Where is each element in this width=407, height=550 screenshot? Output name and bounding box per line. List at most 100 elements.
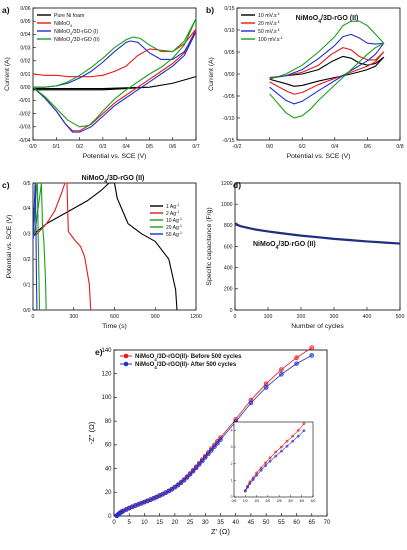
y-tick-label-d: 400 xyxy=(224,265,233,271)
x-tick-label-d: 100 xyxy=(264,314,273,320)
legend-marker-e xyxy=(123,361,129,367)
inset-x-tick-label: 4/0 xyxy=(311,499,316,503)
y-tick-label-e: 60 xyxy=(105,443,112,449)
y-tick-label-a: 0/00 xyxy=(20,85,30,91)
legend-entry-c: 20 Ag-1 xyxy=(166,224,182,231)
data-point-e xyxy=(190,468,196,474)
inset-y-tick-label: 1 xyxy=(231,479,233,483)
y-axis-label-e: -Z" (Ω) xyxy=(87,421,96,444)
series-line-c-0 xyxy=(32,182,178,311)
y-tick-label-c: 0/3 xyxy=(23,232,30,238)
inset-data-point xyxy=(264,461,267,465)
y-tick-label-d: 200 xyxy=(224,287,233,293)
y-tick-label-d: 800 xyxy=(224,223,233,229)
y-tick-label-a: 0/05 xyxy=(20,19,30,25)
data-point-e xyxy=(202,455,208,460)
legend-entry-b: 20 mV.s-1 xyxy=(258,20,280,27)
data-point-e xyxy=(263,385,269,390)
inset-data-point xyxy=(302,422,306,426)
series-line-a-0 xyxy=(33,76,197,91)
y-tick-label-b: 0/10 xyxy=(224,28,234,34)
x-tick-label-e: 50 xyxy=(263,520,270,526)
legend-entry-c: 10 Ag-1 xyxy=(166,217,182,224)
x-tick-label-e: 5 xyxy=(128,520,132,526)
inset-y-tick-label: 0 xyxy=(231,495,233,499)
legend-entry-a: NiMoO4 xyxy=(54,21,72,28)
x-tick-label-d: 500 xyxy=(396,314,405,320)
y-tick-label-b: -0/10 xyxy=(223,116,235,122)
y-tick-label-a: -0/04 xyxy=(19,138,31,144)
panel-c: 0 300 600 900 1200 0/0 0/1 0/2 0/3 0/4 0/5 Time (s)… xyxy=(2,175,202,330)
inset-data-point xyxy=(302,429,306,433)
x-tick-label-a: 0/2 xyxy=(76,144,83,150)
series-line-b-3 xyxy=(269,20,385,119)
y-tick-label-e: 20 xyxy=(105,490,112,496)
inset-data-point xyxy=(248,482,252,486)
y-tick-label-a: 0/03 xyxy=(20,45,30,51)
x-tick-label-b: 0/4 xyxy=(331,144,338,150)
series-line-b-2 xyxy=(269,33,385,105)
inset-data-point xyxy=(255,473,258,477)
x-tick-label-c: 0 xyxy=(32,314,35,320)
x-tick-label-b: 0/2 xyxy=(299,144,306,150)
plot-frame-c xyxy=(32,182,197,311)
panel-label-b: b) xyxy=(206,5,214,15)
data-point-e xyxy=(279,372,284,377)
y-tick-label-a: -0/02 xyxy=(19,111,31,117)
x-tick-label-c: 1200 xyxy=(190,314,202,320)
panel-label-c: c) xyxy=(2,180,10,190)
panel-e: 0 5 10 15 20 25 30 35 40 45 50 55 60 65 70020406080100… xyxy=(87,345,331,536)
data-point-e xyxy=(209,448,214,453)
series-line-b-1 xyxy=(269,47,385,95)
x-tick-label-e: 55 xyxy=(278,520,285,526)
y-tick-label-c: 0/2 xyxy=(23,257,30,263)
legend-entry-a: NiMoO4/3D-rGO (II) xyxy=(54,37,100,44)
inset-data-point xyxy=(259,468,263,472)
series-line-a-3 xyxy=(32,18,197,128)
x-tick-label-a: 0/0 xyxy=(29,144,36,150)
legend-entry-c: 50 Ag-1 xyxy=(166,231,182,238)
panel-d: 0 100 200 300 400 500 0 200 400 600 800 1000 1200 Num… xyxy=(206,180,404,330)
y-tick-label-d: 1200 xyxy=(221,181,233,187)
data-point-e xyxy=(178,480,184,486)
inset-x-tick-label: 3/0 xyxy=(288,499,293,503)
inset-data-point xyxy=(274,450,278,454)
x-axis-label-d: Number of cycles xyxy=(291,323,344,330)
y-tick-label-b: -0/15 xyxy=(223,138,235,144)
y-tick-label-a: -0/03 xyxy=(19,125,31,131)
y-tick-label-d: 600 xyxy=(224,244,233,250)
panel-label-d: d) xyxy=(233,180,241,190)
data-point-e xyxy=(294,361,299,366)
inset-y-tick-label: 2 xyxy=(231,462,233,466)
x-tick-label-d: 200 xyxy=(297,314,306,320)
y-tick-label-b: -0/05 xyxy=(223,94,235,100)
y-tick-label-a: 0/04 xyxy=(20,32,30,38)
x-tick-label-b: 0/0 xyxy=(266,144,273,150)
series-line-d-0 xyxy=(234,222,401,245)
data-point-e xyxy=(175,482,181,488)
y-axis-label-c: Potential vs. SCE (V) xyxy=(6,215,13,279)
y-tick-label-e: 80 xyxy=(105,419,112,425)
x-tick-label-c: 600 xyxy=(110,314,119,320)
inset-data-point xyxy=(259,466,263,470)
data-point-e xyxy=(248,400,254,406)
data-point-e xyxy=(294,355,299,361)
x-tick-label-a: 0/6 xyxy=(169,144,176,150)
x-axis-label-b: Potential vs. SCE (V) xyxy=(287,153,351,160)
x-tick-label-a: 0/4 xyxy=(123,144,130,150)
chart-title-d: NiMoO4/3D-rGO (II) xyxy=(253,241,316,251)
y-tick-label-a: 0/02 xyxy=(20,59,30,65)
inset-data-point xyxy=(291,434,295,438)
legend-entry-e: NiMoO4/3D-rGO(II)- After 500 cycles xyxy=(135,362,237,370)
data-point-e xyxy=(187,472,193,477)
x-tick-label-e: 45 xyxy=(248,520,255,526)
legend-entry-e: NiMoO4/3D-rGO(II)- Before 500 cycles xyxy=(135,354,242,362)
legend-marker-e xyxy=(123,353,129,359)
data-point-e xyxy=(215,440,220,446)
x-tick-label-e: 15 xyxy=(156,520,163,526)
legend-entry-b: 10 mV.s-1 xyxy=(258,12,280,19)
x-tick-label-e: 30 xyxy=(202,520,209,526)
y-tick-label-c: 0/4 xyxy=(23,206,30,212)
inset-y-tick-label: 3 xyxy=(231,445,233,449)
inset-data-point xyxy=(246,485,249,489)
